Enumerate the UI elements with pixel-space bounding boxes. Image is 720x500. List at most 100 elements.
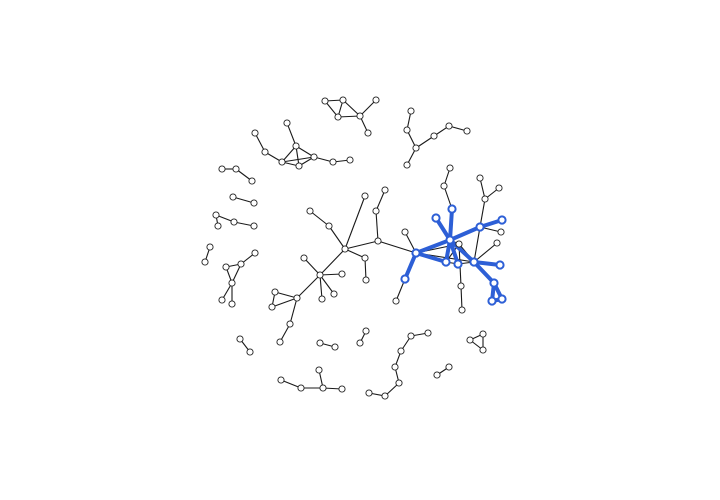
nodes-layer [201, 96, 507, 400]
highlighted-node [447, 204, 457, 214]
graph-node [295, 162, 303, 170]
graph-node [372, 96, 380, 104]
graph-node [381, 392, 389, 400]
graph-edge [232, 196, 255, 204]
graph-node [457, 282, 465, 290]
graph-edge [344, 240, 379, 250]
graph-node [374, 237, 382, 245]
graph-node [228, 300, 236, 308]
graph-edge [309, 210, 330, 227]
graph-node [339, 96, 347, 104]
graph-edge [280, 379, 302, 389]
highlighted-node [497, 294, 507, 304]
graph-node [325, 222, 333, 230]
graph-node [445, 122, 453, 130]
graph-node [321, 97, 329, 105]
graph-node [271, 288, 279, 296]
highlighted-node [400, 274, 410, 284]
graph-node [463, 127, 471, 135]
graph-node [251, 249, 259, 257]
graph-node [318, 295, 326, 303]
graph-node [297, 384, 305, 392]
graph-node [310, 153, 318, 161]
graph-node [251, 129, 259, 137]
graph-node [229, 193, 237, 201]
graph-node [356, 339, 364, 347]
highlighted-edge [403, 251, 418, 281]
graph-node [365, 389, 373, 397]
graph-node [381, 186, 389, 194]
highlighted-node [431, 213, 441, 223]
graph-node [433, 371, 441, 379]
graph-node [276, 338, 284, 346]
graph-node [222, 263, 230, 271]
graph-node [248, 177, 256, 185]
graph-node [401, 228, 409, 236]
graph-node [329, 158, 337, 166]
graph-node [319, 384, 327, 392]
graph-node [403, 161, 411, 169]
graph-edge [319, 273, 343, 276]
graph-node [338, 385, 346, 393]
graph-edge [375, 210, 379, 242]
graph-edge [271, 297, 298, 308]
graph-edge [286, 122, 297, 147]
graph-node [212, 211, 220, 219]
graph-edge [460, 285, 463, 311]
graph-node [364, 129, 372, 137]
graph-node [458, 306, 466, 314]
highlighted-node [441, 257, 451, 267]
graph-node [479, 330, 487, 338]
graph-node [407, 107, 415, 115]
graph-node [330, 290, 338, 298]
graph-edge [319, 248, 346, 276]
graph-node [440, 182, 448, 190]
graph-node [466, 336, 474, 344]
graph-node [293, 294, 301, 302]
graph-node [214, 222, 222, 230]
graph-edge [344, 248, 366, 259]
graph-edge [375, 189, 386, 212]
graph-node [341, 245, 349, 253]
graph-node [495, 184, 503, 192]
graph-node [493, 239, 501, 247]
graph-edge [254, 132, 266, 153]
graph-node [316, 271, 324, 279]
graph-node [476, 174, 484, 182]
graph-node [218, 296, 226, 304]
graph-node [300, 254, 308, 262]
graph-edge [415, 135, 435, 149]
graph-edge [289, 297, 298, 325]
graph-node [356, 112, 364, 120]
graph-node [236, 335, 244, 343]
graph-node [424, 329, 432, 337]
graph-node [316, 339, 324, 347]
graph-node [261, 148, 269, 156]
graph-node [362, 327, 370, 335]
graph-edge [328, 225, 346, 250]
graph-node [361, 254, 369, 262]
graph-node [237, 260, 245, 268]
highlighted-node [487, 296, 497, 306]
graph-node [286, 320, 294, 328]
graph-node [395, 379, 403, 387]
graph-edge [303, 257, 321, 276]
graph-node [392, 297, 400, 305]
graph-edge [337, 115, 361, 118]
highlighted-node [453, 259, 463, 269]
graph-node [331, 343, 339, 351]
graph-edge [344, 195, 366, 250]
graph-edge [274, 291, 298, 299]
graph-node [292, 142, 300, 150]
graph-node [361, 192, 369, 200]
highlighted-node [489, 278, 499, 288]
graph-node [362, 276, 370, 284]
graph-edge [473, 242, 498, 263]
graph-edge [479, 198, 486, 228]
graph-node [250, 222, 258, 230]
highlighted-node [411, 248, 421, 258]
highlighted-node [495, 260, 505, 270]
graph-node [283, 119, 291, 127]
graph-node [391, 363, 399, 371]
